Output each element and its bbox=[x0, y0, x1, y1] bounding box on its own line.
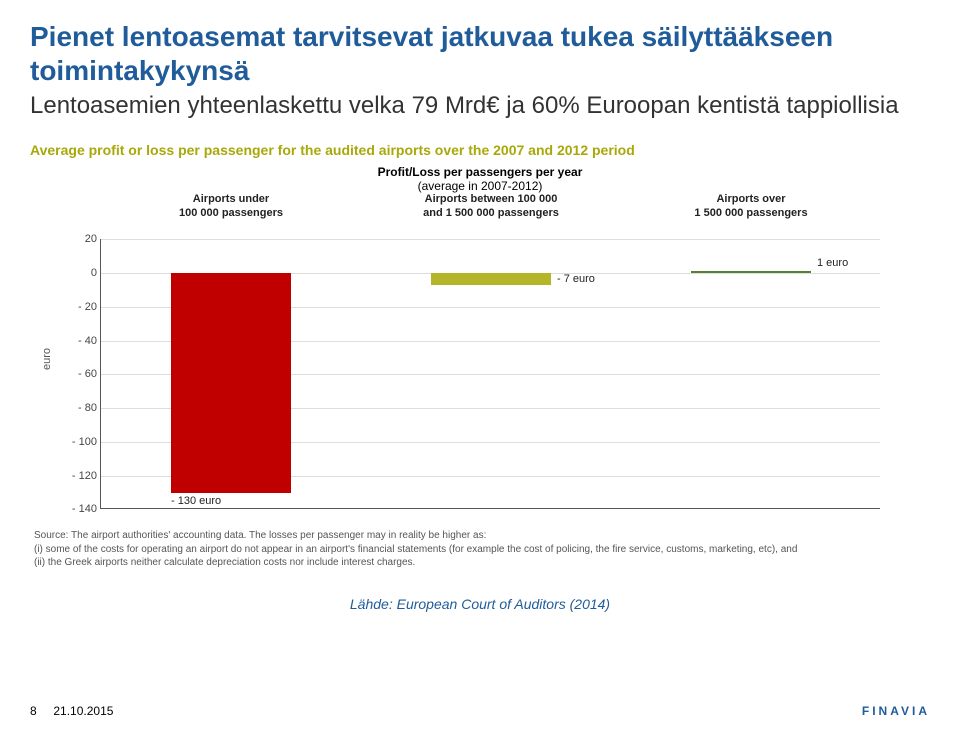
chart-subtitle: Profit/Loss per passengers per year (ave… bbox=[30, 165, 930, 193]
footer-left: 8 21.10.2015 bbox=[30, 704, 113, 718]
source-line: (ii) the Greek airports neither calculat… bbox=[34, 556, 930, 570]
bar bbox=[691, 271, 811, 273]
y-tick-label: - 120 bbox=[67, 470, 97, 482]
chart-header: Average profit or loss per passenger for… bbox=[30, 141, 930, 159]
page-subtitle: Lentoasemien yhteenlaskettu velka 79 Mrd… bbox=[30, 91, 930, 121]
bar bbox=[171, 273, 291, 492]
page-number: 8 bbox=[30, 704, 37, 718]
chart-area: euro 200- 20- 40- 60- 80- 100- 120- 140A… bbox=[70, 199, 890, 519]
chart-subtitle-line1: Profit/Loss per passengers per year bbox=[30, 165, 930, 179]
source-line: Source: The airport authorities' account… bbox=[34, 529, 930, 543]
bar-value-label: - 7 euro bbox=[557, 273, 595, 285]
y-tick-label: - 80 bbox=[67, 402, 97, 414]
bar-category-title: Airports between 100 000and 1 500 000 pa… bbox=[391, 193, 591, 219]
bar-column: Airports under100 000 passengers- 130 eu… bbox=[171, 239, 291, 508]
y-tick-label: 20 bbox=[67, 233, 97, 245]
y-tick-label: - 40 bbox=[67, 335, 97, 347]
y-tick-label: - 140 bbox=[67, 503, 97, 515]
bar-column: Airports between 100 000and 1 500 000 pa… bbox=[431, 239, 551, 508]
footer-date: 21.10.2015 bbox=[53, 704, 113, 718]
source-line: (i) some of the costs for operating an a… bbox=[34, 543, 930, 557]
source-text: Source: The airport authorities' account… bbox=[34, 529, 930, 570]
bar-value-label: 1 euro bbox=[817, 257, 848, 269]
bar-column: Airports over1 500 000 passengers1 euro bbox=[691, 239, 811, 508]
chart-plot: 200- 20- 40- 60- 80- 100- 120- 140Airpor… bbox=[100, 239, 880, 509]
brand-logo: FINAVIA bbox=[862, 704, 930, 718]
citation: Lähde: European Court of Auditors (2014) bbox=[30, 596, 930, 612]
y-axis-label: euro bbox=[41, 348, 53, 370]
bar-value-label: - 130 euro bbox=[171, 495, 221, 507]
y-tick-label: - 100 bbox=[67, 436, 97, 448]
bar-category-title: Airports under100 000 passengers bbox=[131, 193, 331, 219]
chart-subtitle-line2: (average in 2007-2012) bbox=[30, 179, 930, 193]
footer: 8 21.10.2015 FINAVIA bbox=[30, 704, 930, 718]
y-tick-label: - 20 bbox=[67, 301, 97, 313]
bar-category-title: Airports over1 500 000 passengers bbox=[651, 193, 851, 219]
page-title: Pienet lentoasemat tarvitsevat jatkuvaa … bbox=[30, 20, 930, 87]
y-tick-label: - 60 bbox=[67, 368, 97, 380]
y-tick-label: 0 bbox=[67, 267, 97, 279]
bar bbox=[431, 273, 551, 285]
